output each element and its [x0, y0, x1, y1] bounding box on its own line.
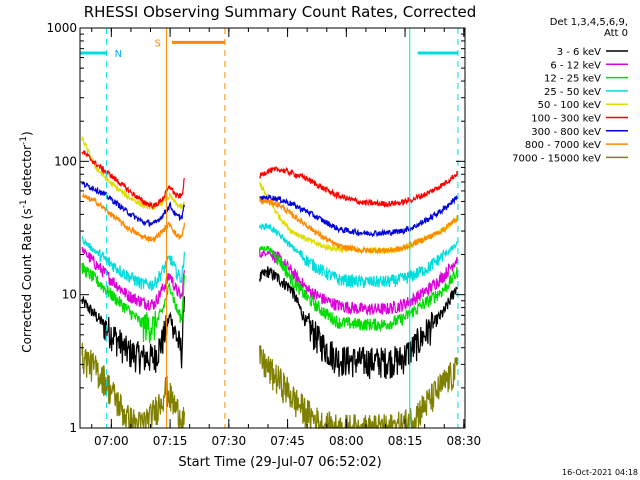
y-axis-label-mid: detector [20, 145, 34, 200]
legend-label: 50 - 100 keV [538, 100, 602, 111]
x-tick-label: 07:00 [94, 434, 129, 448]
legend-label: 100 - 300 keV [531, 114, 601, 125]
legend-label: 25 - 50 keV [544, 87, 601, 98]
legend-label: 300 - 800 keV [531, 127, 601, 138]
y-axis-label-sup1: -1 [19, 199, 29, 208]
plot-frame [79, 27, 466, 429]
x-tick-label: 07:15 [153, 434, 188, 448]
legend-label: 7000 - 15000 keV [512, 153, 601, 164]
legend: Det 1,3,4,5,6,9,Att 03 - 6 keV 6 - 12 keV… [512, 17, 628, 164]
series-line-8 [81, 342, 459, 431]
series-line-5 [81, 149, 459, 209]
y-axis-label-main: Corrected Count Rate (s [20, 208, 34, 352]
legend-header-line: Att 0 [604, 28, 628, 39]
x-axis-label: Start Time (29-Jul-07 06:52:02) [178, 455, 381, 470]
y-tick-label: 1 [69, 421, 77, 435]
series-line-4 [81, 136, 459, 255]
y-tick-label: 10 [62, 288, 77, 302]
series-line-0 [81, 266, 459, 380]
y-axis-label: Corrected Count Rate (s-1 detector-1) [19, 131, 34, 352]
legend-label: 800 - 7000 keV [525, 140, 601, 151]
y-tick-label: 100 [54, 154, 77, 168]
x-tick-label: 08:15 [388, 434, 423, 448]
x-tick-label: 07:30 [212, 434, 247, 448]
series-line-1 [81, 246, 459, 316]
legend-header-line: Det 1,3,4,5,6,9, [550, 17, 628, 28]
x-tick-label: 07:45 [270, 434, 305, 448]
chart-title: RHESSI Observing Summary Count Rates, Co… [84, 3, 477, 21]
x-tick-label: 08:00 [329, 434, 364, 448]
footer-date: 16-Oct-2021 04:18 [562, 468, 638, 477]
series-line-3 [81, 222, 459, 292]
plot-area: N S 1 10 100 1000 07:00 07:15 07:30 07:45 08:00 08:… [46, 21, 481, 448]
legend-label: 12 - 25 keV [544, 74, 601, 85]
legend-label: 3 - 6 keV [557, 47, 601, 58]
y-tick-label: 1000 [46, 21, 77, 35]
series-line-6 [81, 181, 459, 238]
y-axis-label-end: ) [20, 131, 34, 136]
y-axis-label-sup2: -1 [19, 136, 29, 145]
series-line-2 [81, 245, 459, 344]
series-line-7 [81, 191, 459, 255]
x-tick-label: 08:30 [447, 434, 482, 448]
legend-label: 6 - 12 keV [550, 60, 601, 71]
saa-label: S [155, 38, 161, 49]
night-label: N [115, 49, 122, 60]
